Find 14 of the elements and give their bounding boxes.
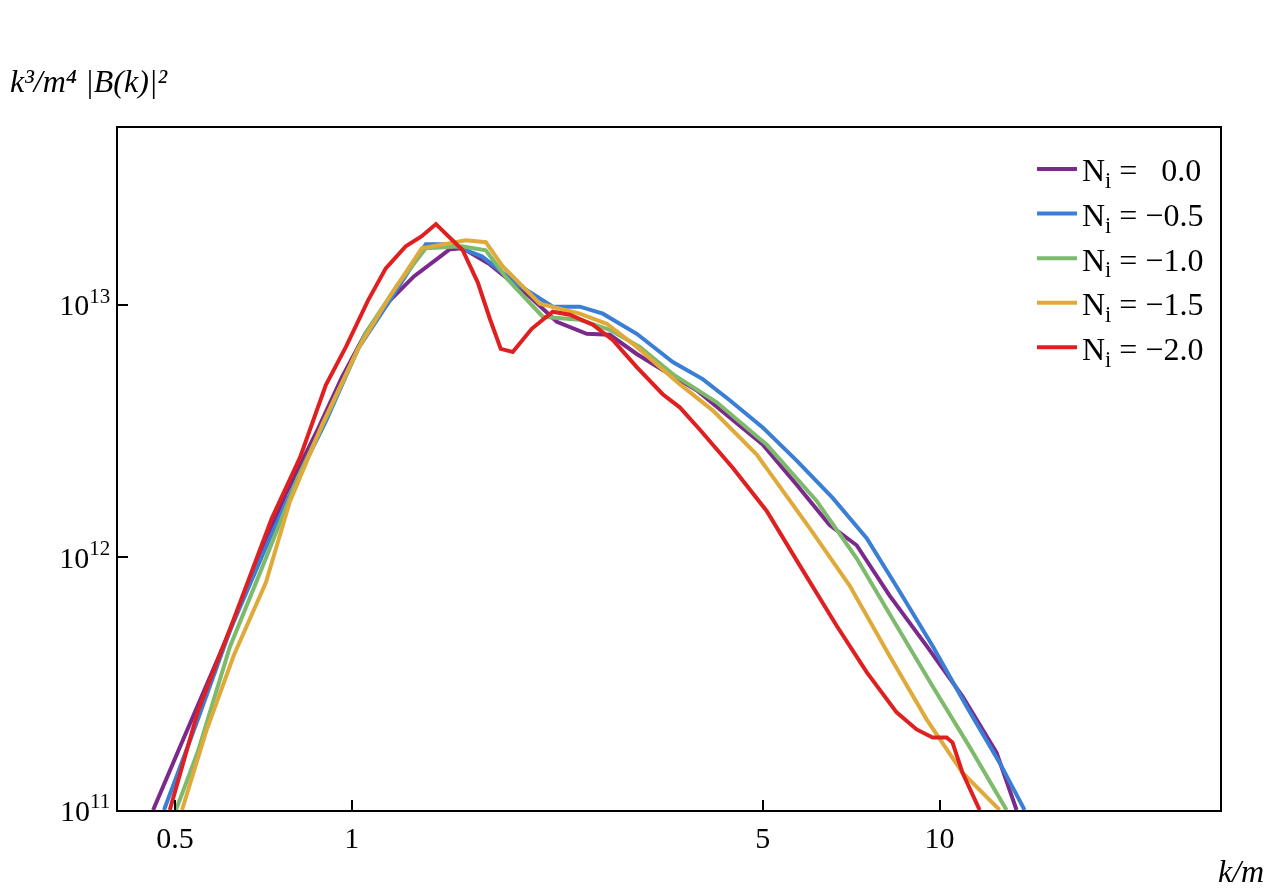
x-tick-label: 0.5 [156,820,194,854]
x-tick-label: 1 [344,820,360,854]
legend-label: N$_{i}$ = −0.5 [1081,197,1204,238]
legend-label: N$_{i}$ = 0.0 [1081,152,1202,194]
x-tick-label: 10 [924,820,955,854]
y-axis-title: k³/m⁴ |B(k)|² [10,63,169,99]
x-tick-label: 5 [755,820,771,854]
y-tick-label: 10$^{13}$ [59,283,111,322]
legend-label: N$_{i}$ = −2.0 [1081,330,1204,372]
legend-label: N$_{i}$ = −1.0 [1081,241,1204,283]
y-tick-label: 10$^{11}$ [60,788,111,827]
x-axis-title: k/m [1218,853,1265,889]
y-tick-label: 10$^{12}$ [59,536,111,574]
legend-label: N$_{i}$ = −1.5 [1081,286,1204,327]
